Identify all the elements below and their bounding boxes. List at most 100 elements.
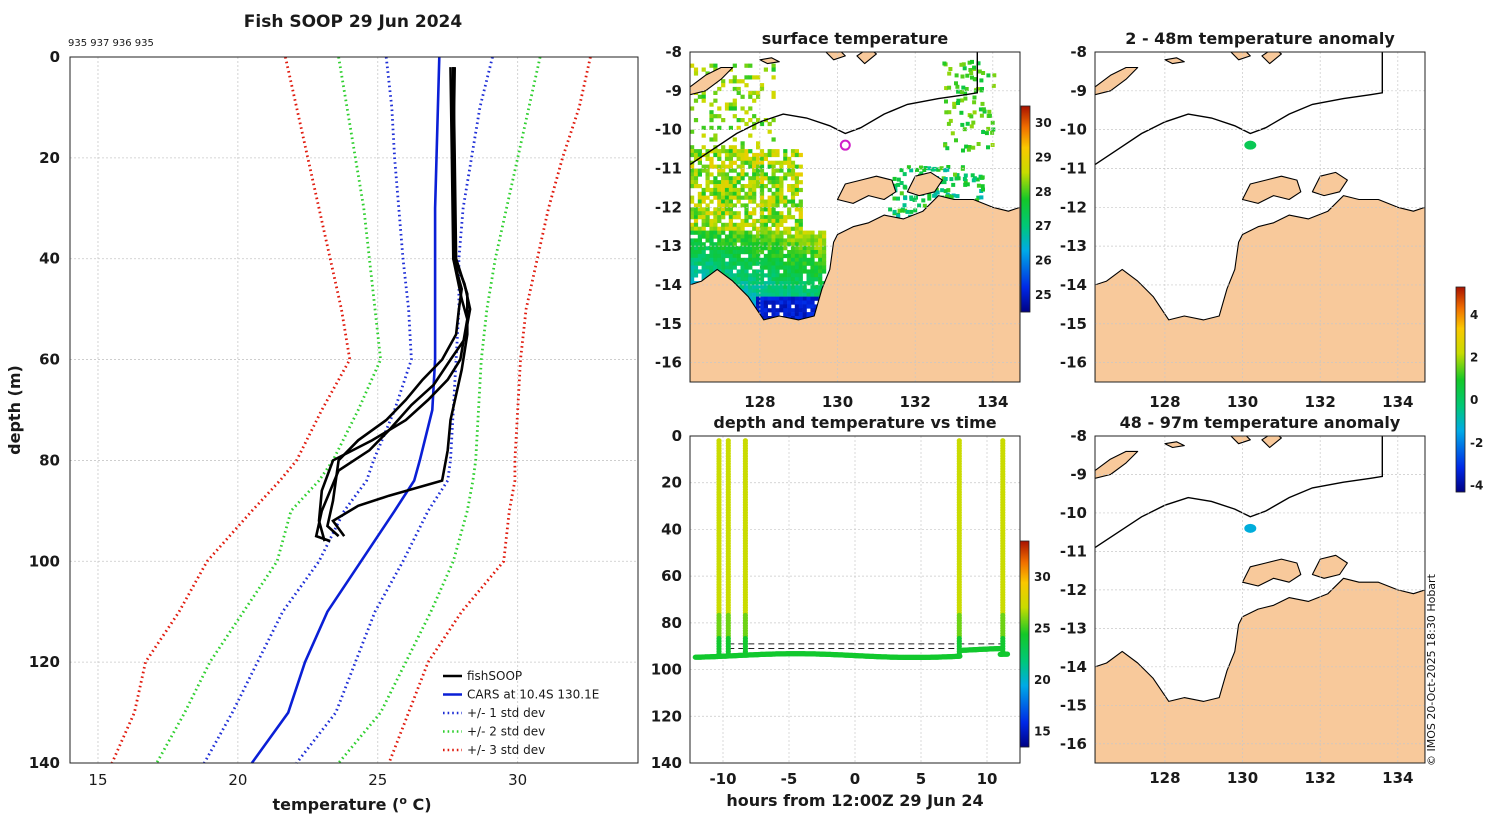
- colorbar-band: [1021, 282, 1030, 284]
- sst-pixel: [690, 261, 695, 266]
- colorbar-band: [1021, 278, 1030, 280]
- sst-pixel: [732, 253, 737, 259]
- sst-pixel: [740, 226, 745, 231]
- sst-pixel: [905, 209, 910, 214]
- sst-pixel: [787, 277, 792, 282]
- sst-pixel: [717, 180, 722, 185]
- colorbar-band: [1020, 633, 1029, 635]
- colorbar-band: [1021, 280, 1030, 282]
- sst-pixel: [752, 273, 757, 278]
- sst-pixel: [752, 250, 757, 255]
- colorbar-band: [1020, 696, 1029, 698]
- sst-pixel: [814, 246, 819, 251]
- sst-pixel: [697, 184, 702, 189]
- sst-pixel: [717, 114, 722, 119]
- colorbar-band: [1020, 602, 1029, 604]
- anomaly-colorbar: -4-2024: [1455, 286, 1483, 493]
- sst-pixel: [736, 257, 741, 262]
- colorbar-band: [1020, 601, 1029, 603]
- sst-pixel: [967, 145, 972, 149]
- sst-pixel: [794, 191, 799, 196]
- credit-watermark: © IMOS 20-Oct-2025 18:30 Hobart: [1424, 530, 1438, 770]
- sst-pixel: [744, 203, 749, 208]
- colorbar-band: [1456, 462, 1465, 464]
- colorbar-band: [1456, 433, 1465, 435]
- sst-pixel: [763, 308, 768, 313]
- colorbar-band: [1020, 567, 1029, 569]
- sst-pixel: [779, 168, 784, 173]
- colorbar-band: [1021, 117, 1030, 119]
- sst-pixel: [721, 253, 726, 259]
- sst-pixel: [794, 234, 799, 239]
- sst-pixel: [767, 234, 772, 239]
- colorbar-band: [1020, 586, 1029, 588]
- sst-pixel: [705, 273, 710, 278]
- colorbar-band: [1021, 216, 1030, 218]
- ts-ytick-label: 80: [661, 614, 682, 632]
- sst-pixel: [701, 242, 706, 247]
- colorbar-band: [1456, 336, 1465, 338]
- legend-label: +/- 3 std dev: [467, 743, 545, 757]
- sst-pixel: [713, 187, 718, 193]
- sst-pixel: [946, 165, 951, 169]
- sst-pixel: [767, 269, 772, 274]
- colorbar-band: [1020, 542, 1029, 544]
- sst-pixel: [728, 230, 733, 235]
- sst-pixel: [693, 238, 699, 243]
- sst-pixel: [693, 218, 699, 224]
- colorbar-band: [1021, 301, 1030, 303]
- sst-pixel: [814, 234, 819, 239]
- colorbar-band: [1456, 301, 1465, 303]
- sst-pixel: [728, 180, 733, 185]
- sst-pixel: [701, 222, 706, 227]
- sst-pixel: [732, 257, 737, 262]
- sst-pixel: [972, 110, 977, 115]
- sst-pixel: [748, 160, 753, 165]
- sst-pixel: [771, 184, 776, 189]
- sst-pixel: [771, 284, 776, 290]
- sst-pixel: [771, 222, 776, 227]
- sst-pixel: [802, 257, 807, 262]
- colorbar-band: [1456, 414, 1465, 416]
- sst-pixel: [794, 242, 799, 247]
- sst-pixel: [935, 167, 940, 172]
- sst-pixel: [919, 165, 923, 170]
- sst-pixel: [713, 90, 718, 95]
- colorbar-band: [1021, 133, 1030, 135]
- sst-pixel: [713, 149, 718, 154]
- sst-pixel: [787, 288, 792, 293]
- sst-pixel: [724, 152, 730, 158]
- sst-pixel: [690, 246, 695, 251]
- sst-axes-box: [689, 51, 1021, 383]
- sst-pixel: [779, 222, 784, 227]
- sst-pixel: [724, 191, 730, 196]
- colorbar-band: [1021, 201, 1030, 203]
- sst-pixel: [756, 176, 761, 181]
- colorbar-band: [1456, 290, 1465, 292]
- colorbar-band: [1456, 338, 1465, 340]
- sst-pixel: [693, 152, 699, 158]
- sst-pixel: [732, 79, 737, 84]
- sst-pixel: [948, 118, 953, 123]
- sst-pixel: [701, 230, 706, 235]
- colorbar-band: [1456, 298, 1465, 300]
- sst-pixel: [732, 191, 737, 196]
- sst-pixel: [713, 137, 718, 142]
- boundary-line: [1095, 52, 1384, 166]
- colorbar-band: [1020, 608, 1029, 610]
- sst-pixel: [701, 145, 706, 150]
- sst-pixel: [736, 215, 741, 220]
- sst-pixel: [690, 129, 695, 134]
- sst-pixel: [767, 257, 772, 262]
- sst-pixel: [744, 277, 749, 282]
- colorbar-band: [1456, 311, 1465, 313]
- sst-pixel: [748, 284, 753, 290]
- colorbar-band: [1020, 583, 1029, 585]
- sst-pixel: [721, 195, 726, 200]
- sst-pixel: [775, 195, 780, 200]
- sst-pixel: [717, 199, 722, 204]
- sst-pixel: [790, 257, 796, 262]
- colorbar-band: [1456, 482, 1465, 484]
- sst-pixel: [709, 246, 714, 251]
